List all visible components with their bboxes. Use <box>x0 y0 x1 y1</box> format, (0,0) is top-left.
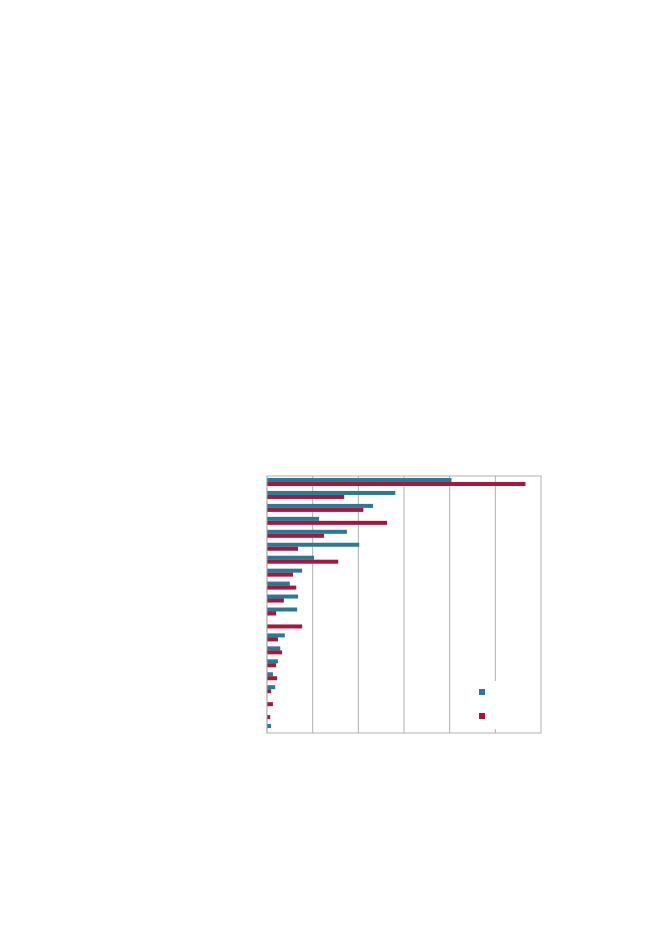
bar <box>267 702 273 707</box>
bar <box>267 672 273 677</box>
bar <box>267 568 303 573</box>
bar <box>267 533 325 538</box>
bar <box>267 689 272 694</box>
bar <box>267 490 396 495</box>
bar <box>267 520 388 525</box>
bar <box>267 724 272 729</box>
bar <box>267 555 315 560</box>
bar <box>267 572 294 577</box>
bar <box>267 715 271 720</box>
bar <box>267 646 281 651</box>
bar <box>267 594 299 599</box>
bar <box>267 676 278 681</box>
bar <box>267 482 526 486</box>
bar <box>267 529 347 534</box>
bar <box>267 611 277 616</box>
bar <box>267 546 299 551</box>
bar <box>267 624 303 629</box>
bar <box>267 650 283 655</box>
bar <box>267 478 452 482</box>
bar <box>267 663 277 668</box>
bar <box>267 516 320 521</box>
bar <box>267 685 276 690</box>
bar <box>267 581 290 586</box>
bar <box>267 559 339 564</box>
legend-swatch <box>479 713 485 719</box>
bar <box>267 542 360 547</box>
bar <box>267 637 278 642</box>
legend-swatch <box>479 689 485 695</box>
bar <box>267 507 364 512</box>
bar <box>267 503 373 508</box>
bar <box>267 659 278 664</box>
bar <box>267 585 297 590</box>
bar <box>267 598 284 603</box>
bar <box>267 607 298 612</box>
bar <box>267 633 285 638</box>
legend-box <box>470 681 538 729</box>
bar <box>267 494 345 499</box>
